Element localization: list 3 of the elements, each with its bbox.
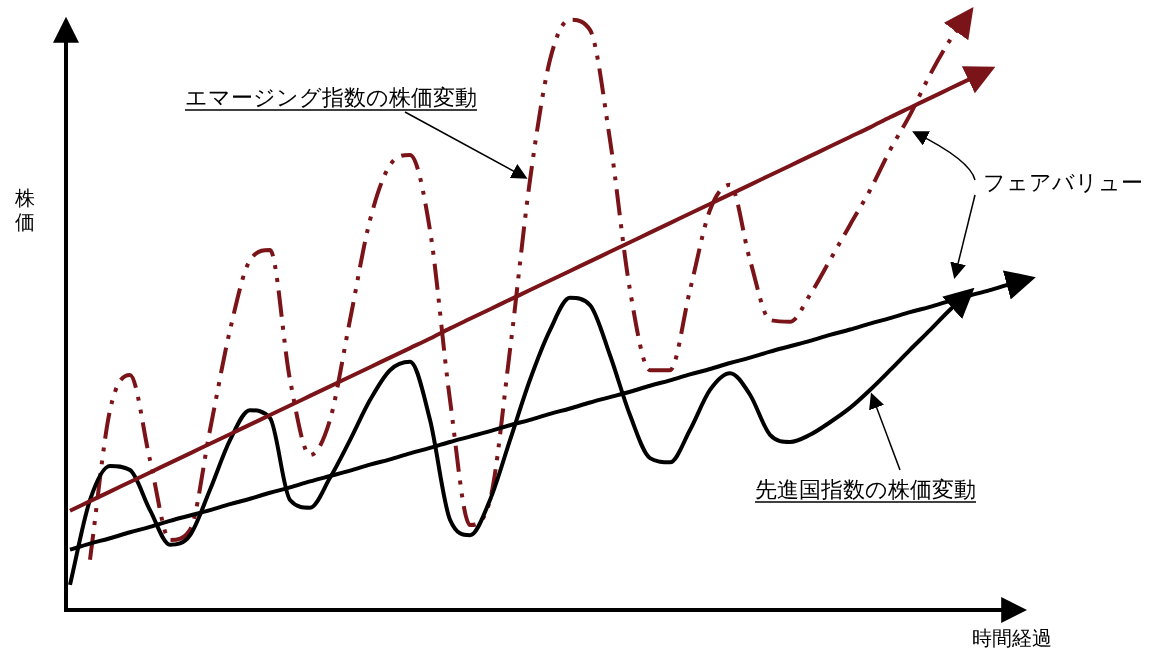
x-axis-title: 時間経過 bbox=[972, 627, 1052, 649]
annotation: フェアバリュー bbox=[983, 170, 1143, 195]
y-axis-title: 株価 bbox=[14, 187, 35, 233]
